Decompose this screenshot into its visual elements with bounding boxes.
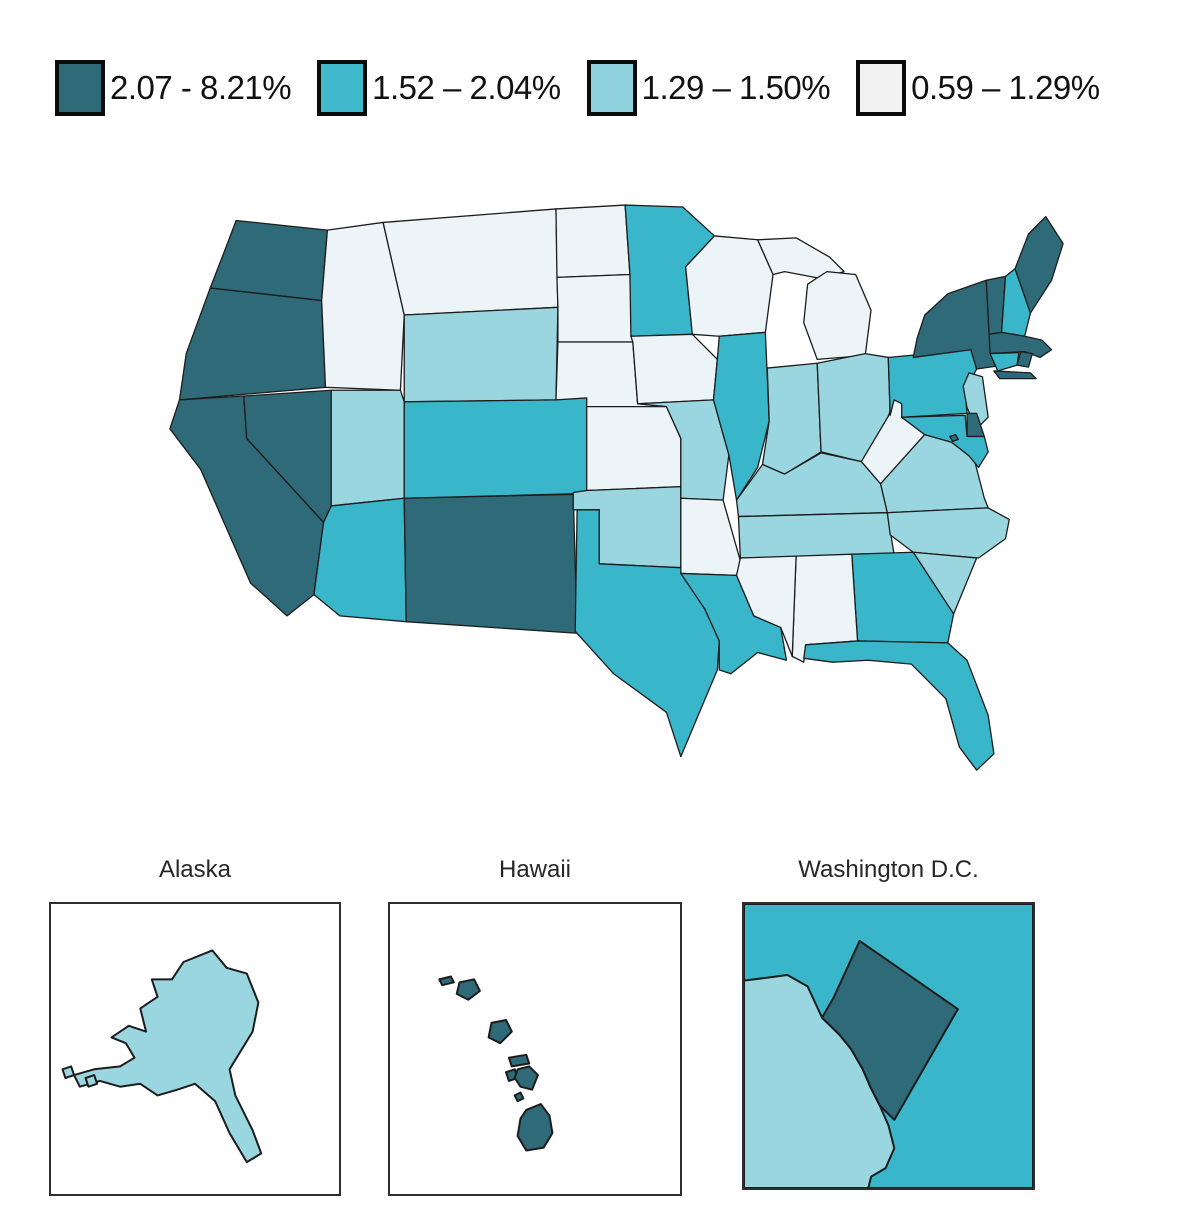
state-new-hampshire — [1002, 269, 1031, 337]
alaska-label: Alaska — [158, 856, 232, 883]
legend-swatch-dark — [55, 60, 105, 116]
washington-dc-inset-map — [744, 904, 1033, 1188]
alaska-inset-map — [51, 904, 339, 1194]
state-kansas — [587, 407, 681, 491]
state-connecticut — [990, 353, 1019, 371]
state-maryland — [902, 415, 988, 467]
state-mississippi — [737, 556, 797, 656]
hawaii-label: Hawaii — [498, 856, 572, 883]
island-molokai — [509, 1055, 529, 1067]
legend-label-2: 1.52 – 2.04% — [372, 69, 561, 106]
island-niihau — [439, 977, 454, 986]
state-north-dakota — [556, 205, 630, 277]
legend-label-3: 1.29 – 1.50% — [641, 69, 831, 106]
legend-swatch-lightest — [856, 60, 907, 116]
state-arkansas — [681, 498, 741, 575]
state-south-dakota — [557, 275, 633, 343]
state-wisconsin — [686, 236, 773, 336]
state-texas — [575, 510, 719, 757]
washington-dc-inset-box — [742, 902, 1035, 1190]
island-hawaii — [518, 1104, 553, 1150]
us-choropleth-map — [143, 180, 1065, 802]
state-oregon — [179, 288, 325, 400]
state-washington — [210, 221, 327, 301]
hawaii-inset-map — [390, 904, 680, 1194]
island-kauai — [457, 979, 480, 999]
legend-label-4: 0.59 – 1.29% — [911, 69, 1100, 106]
state-michigan — [804, 272, 871, 360]
state-alaska-mainland — [74, 950, 261, 1162]
state-alaska-aleutian-2 — [86, 1075, 98, 1087]
state-wyoming — [404, 307, 558, 402]
legend-item-3: 1.29 – 1.50% — [586, 60, 831, 116]
washington-dc-label: Washington D.C. — [798, 856, 979, 883]
state-north-carolina — [887, 508, 1009, 558]
legend-item-2: 1.52 – 2.04% — [317, 60, 561, 116]
state-maine — [1015, 217, 1063, 313]
state-new-york-long-island — [994, 371, 1036, 379]
legend-swatch-light — [586, 60, 637, 116]
state-colorado — [404, 397, 589, 498]
state-florida — [804, 641, 994, 770]
legend-label-1: 2.07 - 8.21% — [110, 69, 292, 106]
state-tennessee — [738, 513, 894, 558]
legend: 2.07 - 8.21% 1.52 – 2.04% 1.29 – 1.50% 0… — [55, 60, 1126, 116]
legend-swatch-medium — [317, 60, 368, 116]
island-oahu — [489, 1020, 512, 1043]
state-district-of-columbia — [950, 435, 959, 442]
state-arizona — [314, 498, 406, 621]
state-utah — [331, 390, 404, 506]
state-pennsylvania — [888, 350, 976, 418]
state-montana — [383, 209, 558, 315]
alaska-inset-box — [49, 902, 341, 1196]
district-of-columbia-inset — [822, 941, 958, 1120]
island-maui — [515, 1066, 538, 1089]
state-alaska-aleutian-1 — [63, 1066, 75, 1078]
island-kahoolawe — [515, 1093, 524, 1102]
hawaii-inset-box — [388, 902, 682, 1196]
state-iowa — [631, 334, 717, 403]
legend-item-4: 0.59 – 1.29% — [856, 60, 1100, 116]
legend-item-1: 2.07 - 8.21% — [55, 60, 292, 116]
state-new-mexico — [404, 494, 577, 633]
